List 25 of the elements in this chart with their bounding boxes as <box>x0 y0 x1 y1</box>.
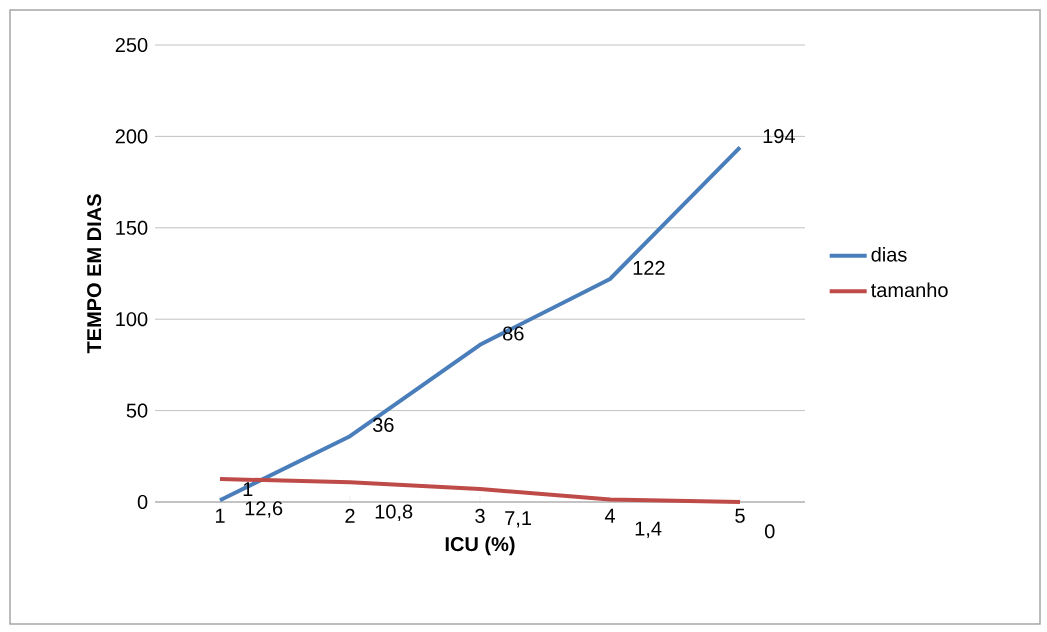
data-label: 36 <box>372 417 394 432</box>
legend-label: tamanho <box>870 282 948 298</box>
data-label: 10,8 <box>375 504 413 521</box>
data-label: 1,4 <box>635 521 662 538</box>
data-label: 12,6 <box>245 501 283 518</box>
x-axis-title: ICU (%) <box>445 536 515 556</box>
data-label: 0 <box>764 524 775 539</box>
data-label: 194 <box>763 129 795 144</box>
y-tick-label: 100 <box>116 312 148 327</box>
legend-label: dias <box>871 247 907 262</box>
line-series <box>218 145 742 503</box>
data-label: 86 <box>503 326 524 341</box>
x-tick-label: 1 <box>215 508 225 523</box>
y-tick-label: 150 <box>116 220 148 235</box>
data-label: 122 <box>633 260 665 275</box>
x-tick-label: 3 <box>475 508 485 524</box>
y-axis-title: TEMPO EM DIAS <box>87 194 102 354</box>
y-tick-label: 200 <box>115 129 148 144</box>
y-tick-label: 250 <box>115 37 148 53</box>
y-tick-label: 50 <box>126 403 148 418</box>
data-label: 7,1 <box>505 511 532 528</box>
x-tick-label: 4 <box>604 508 615 523</box>
x-tick-label: 2 <box>345 508 355 523</box>
x-tick-label: 5 <box>735 508 745 523</box>
y-tick-label: 0 <box>137 494 148 510</box>
